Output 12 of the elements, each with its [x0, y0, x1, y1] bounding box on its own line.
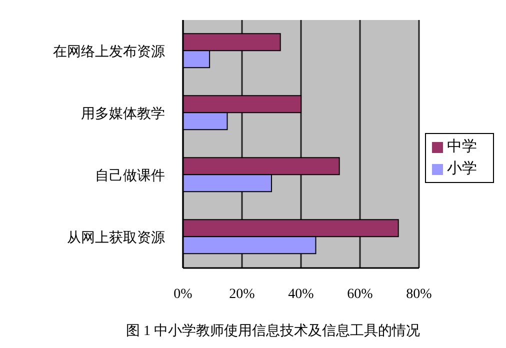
y-tick-label: 用多媒体教学	[81, 106, 165, 122]
x-tick-label: 20%	[229, 286, 256, 302]
x-tick-label: 80%	[406, 286, 432, 302]
y-tick-label: 在网络上发布资源	[53, 44, 165, 60]
y-tick-label: 从网上获取资源	[67, 230, 165, 246]
legend-label: 中学	[447, 139, 477, 155]
text: 图 1 中小学教师使用信息技术及信息工具的情况	[125, 322, 421, 340]
legend-label: 小学	[447, 161, 477, 177]
x-tick-label: 60%	[347, 286, 374, 302]
x-tick-label: 40%	[288, 286, 314, 302]
x-tick-label: 0%	[174, 286, 193, 302]
y-tick-label: 自己做课件	[95, 168, 165, 184]
